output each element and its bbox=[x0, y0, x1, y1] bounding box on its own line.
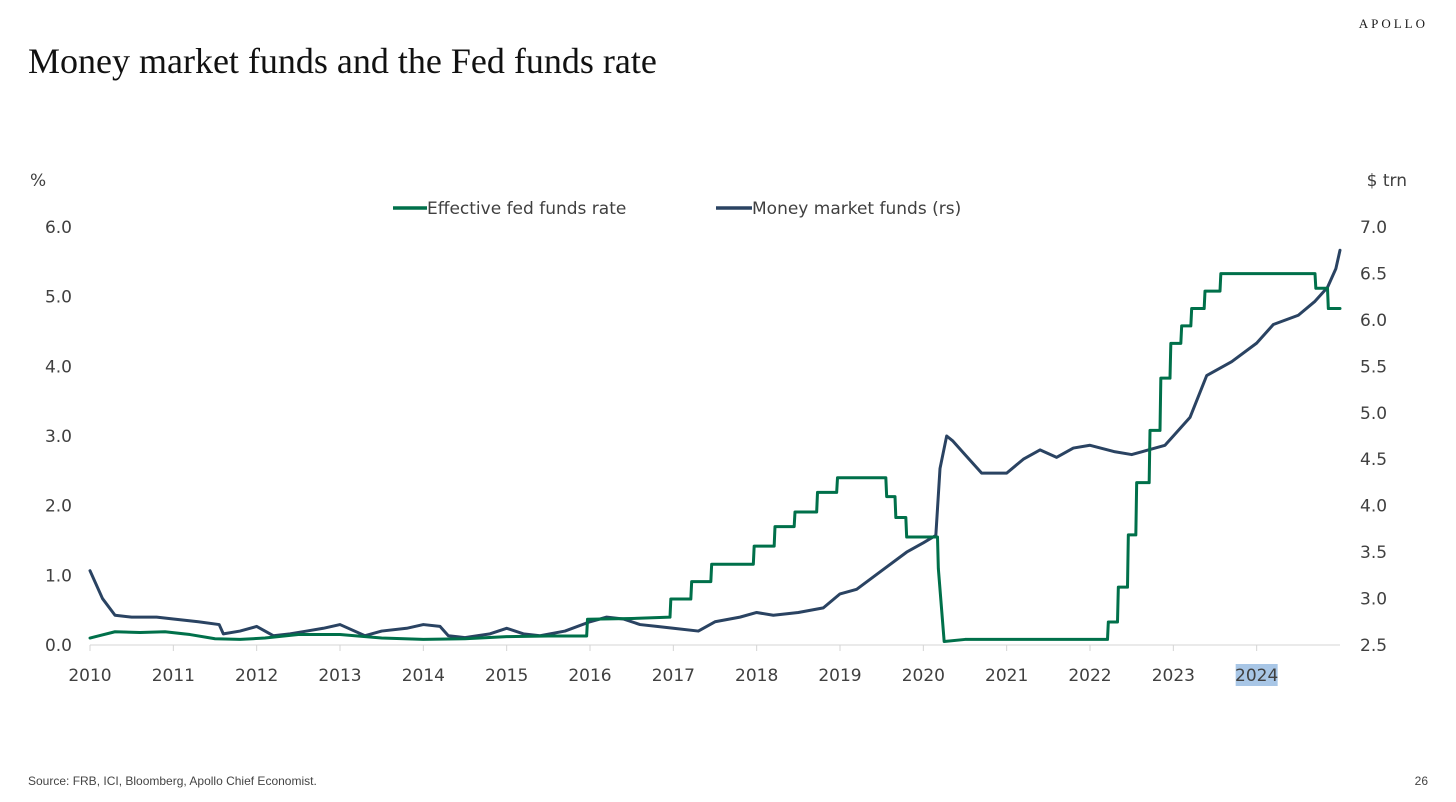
y-left-tick-label: 5.0 bbox=[45, 288, 72, 308]
y-right-tick-label: 6.5 bbox=[1360, 264, 1387, 284]
brand-logo: APOLLO bbox=[1358, 16, 1428, 31]
page-number: 26 bbox=[1414, 774, 1428, 788]
y-left-tick-label: 1.0 bbox=[45, 566, 72, 586]
x-tick-label: 2023 bbox=[1152, 666, 1195, 686]
x-tick-label: 2016 bbox=[568, 666, 611, 686]
y-right-tick-label: 7.0 bbox=[1360, 218, 1387, 238]
x-tick-label: 2022 bbox=[1068, 666, 1111, 686]
x-tick-label: 2018 bbox=[735, 666, 778, 686]
y-left-tick-label: 3.0 bbox=[45, 427, 72, 447]
y-right-tick-label: 4.5 bbox=[1360, 450, 1387, 470]
y-left-tick-label: 2.0 bbox=[45, 497, 72, 517]
x-tick-label: 2011 bbox=[152, 666, 195, 686]
y-axis-right: 2.5 3.0 3.5 4.0 4.5 5.0 5.5 6.0 6.5 7.0 bbox=[1360, 218, 1387, 656]
y-left-tick-label: 6.0 bbox=[45, 218, 72, 238]
y-right-tick-label: 2.5 bbox=[1360, 636, 1387, 656]
x-tick-label: 2015 bbox=[485, 666, 528, 686]
y-right-tick-label: 6.0 bbox=[1360, 311, 1387, 331]
x-tick-label: 2020 bbox=[902, 666, 945, 686]
y-axis-left: 0.0 1.0 2.0 3.0 4.0 5.0 6.0 bbox=[45, 218, 72, 656]
x-axis: 2010 2011 2012 2013 2014 2015 2016 2017 2018 2019… bbox=[68, 645, 1278, 686]
legend: Effective fed funds rate Money market fu… bbox=[393, 199, 961, 219]
x-tick-label: 2014 bbox=[402, 666, 445, 686]
x-tick-label: 2013 bbox=[318, 666, 361, 686]
source-note: Source: FRB, ICI, Bloomberg, Apollo Chie… bbox=[28, 774, 317, 788]
x-tick-highlight bbox=[1235, 664, 1278, 686]
chart: % $ trn Effective fed funds rate Money m… bbox=[30, 171, 1407, 686]
y-right-tick-label: 3.0 bbox=[1360, 590, 1387, 610]
y-right-tick-label: 4.0 bbox=[1360, 497, 1387, 517]
series-line-money-market bbox=[88, 248, 1342, 640]
y-right-tick-label: 5.0 bbox=[1360, 404, 1387, 424]
x-tick-label: 2019 bbox=[818, 666, 861, 686]
y-left-tick-label: 4.0 bbox=[45, 357, 72, 377]
x-tick-label: 2012 bbox=[235, 666, 278, 686]
x-tick-label: 2024 bbox=[1235, 666, 1278, 686]
y-right-tick-label: 3.5 bbox=[1360, 543, 1387, 563]
y-left-unit-label: % bbox=[30, 171, 46, 191]
series-line-fed-funds bbox=[88, 272, 1342, 644]
x-tick-label: 2017 bbox=[652, 666, 695, 686]
y-left-tick-label: 0.0 bbox=[45, 636, 72, 656]
y-right-unit-label: $ trn bbox=[1367, 171, 1407, 191]
y-right-tick-label: 5.5 bbox=[1360, 357, 1387, 377]
x-tick-label: 2010 bbox=[68, 666, 111, 686]
legend-label-money-market: Money market funds (rs) bbox=[752, 199, 961, 219]
page-title: Money market funds and the Fed funds rat… bbox=[28, 41, 657, 81]
x-tick-label: 2021 bbox=[985, 666, 1028, 686]
series-layer bbox=[88, 248, 1342, 644]
legend-label-fed-funds: Effective fed funds rate bbox=[427, 199, 626, 219]
